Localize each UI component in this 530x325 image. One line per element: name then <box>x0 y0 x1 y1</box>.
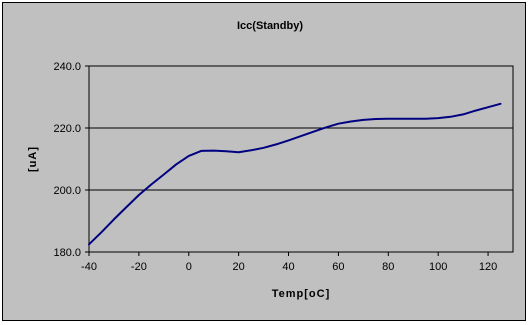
x-tick-label: -20 <box>131 261 147 273</box>
x-tick-label: 20 <box>233 261 245 273</box>
x-axis-label: Temp[oC] <box>272 288 331 300</box>
x-tick-label: 100 <box>429 261 447 273</box>
chart-title: Icc(Standby) <box>237 20 303 32</box>
y-axis-ticks: 180.0 200.0 220.0 240.0 <box>53 61 89 259</box>
x-tick-label: -40 <box>81 261 97 273</box>
x-axis-ticks: -40 -20 0 20 40 60 80 100 120 <box>81 252 497 273</box>
x-tick-label: 120 <box>479 261 497 273</box>
plot-area <box>88 65 514 253</box>
grid-lines <box>89 127 513 191</box>
x-tick-label: 0 <box>186 261 192 273</box>
y-tick-label: 180.0 <box>53 247 81 259</box>
y-tick-label: 220.0 <box>53 123 81 135</box>
x-tick-label: 60 <box>332 261 344 273</box>
y-tick-label: 240.0 <box>53 61 81 73</box>
y-tick-label: 200.0 <box>53 185 81 197</box>
series-group <box>88 102 502 246</box>
x-tick-label: 80 <box>382 261 394 273</box>
x-tick-label: 40 <box>282 261 294 273</box>
series-line <box>88 102 502 246</box>
y-axis-label: [uA] <box>27 146 39 172</box>
